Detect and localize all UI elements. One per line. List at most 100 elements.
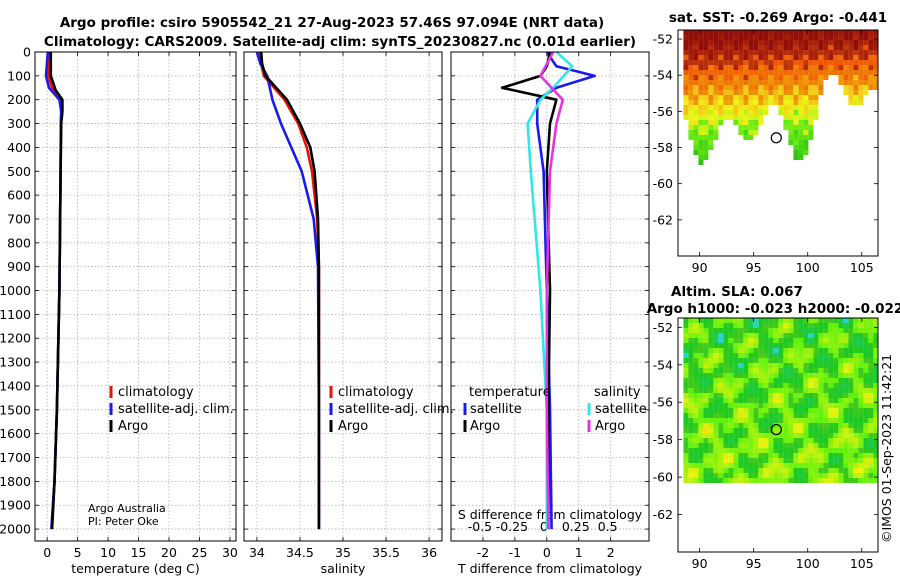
- map-cell: [848, 75, 854, 80]
- x-tick-label: 95: [746, 260, 762, 275]
- map-cell: [823, 323, 829, 328]
- map-cell: [828, 448, 834, 453]
- map-cell: [753, 100, 759, 105]
- map-cell: [853, 443, 859, 448]
- map-cell: [773, 353, 779, 358]
- map-cell: [753, 115, 759, 120]
- map-cell: [763, 85, 769, 90]
- map-cell: [838, 453, 844, 458]
- map-cell: [838, 50, 844, 55]
- map-cell: [798, 438, 804, 443]
- map-cell: [853, 55, 859, 60]
- map-cell: [708, 333, 714, 338]
- map-cell: [763, 448, 769, 453]
- map-cell: [763, 105, 769, 110]
- map-cell: [838, 65, 844, 70]
- map-cell: [783, 318, 789, 323]
- map-cell: [808, 428, 814, 433]
- map-cell: [738, 423, 744, 428]
- map-cell: [698, 95, 704, 100]
- map-cell: [683, 60, 689, 65]
- map-cell: [793, 358, 799, 363]
- map-cell: [703, 145, 709, 150]
- map-cell: [803, 473, 809, 478]
- map-cell: [728, 438, 734, 443]
- y-tick-label: -58: [653, 432, 673, 447]
- map-cell: [858, 50, 864, 55]
- map-cell: [683, 423, 689, 428]
- map-cell: [833, 338, 839, 343]
- map-cell: [823, 50, 829, 55]
- map-cell: [808, 438, 814, 443]
- map-cell: [718, 50, 724, 55]
- map-cell: [733, 433, 739, 438]
- map-cell: [738, 125, 744, 130]
- map-cell: [808, 40, 814, 45]
- map-cell: [738, 463, 744, 468]
- map-cell: [733, 75, 739, 80]
- map-cell: [873, 413, 879, 418]
- map-cell: [813, 408, 819, 413]
- map-cell: [838, 403, 844, 408]
- map-cell: [743, 45, 749, 50]
- map-cell: [783, 373, 789, 378]
- map-cell: [693, 473, 699, 478]
- map-cell: [723, 448, 729, 453]
- map-cell: [788, 120, 794, 125]
- map-cell: [833, 418, 839, 423]
- map-cell: [813, 45, 819, 50]
- map-cell: [808, 115, 814, 120]
- map-cell: [753, 95, 759, 100]
- map-cell: [723, 45, 729, 50]
- map-cell: [873, 418, 879, 423]
- map-cell: [838, 35, 844, 40]
- map-cell: [823, 338, 829, 343]
- map-cell: [688, 328, 694, 333]
- map-cell: [783, 348, 789, 353]
- map-cell: [748, 343, 754, 348]
- map-cell: [788, 353, 794, 358]
- map-cell: [683, 403, 689, 408]
- map-cell: [713, 333, 719, 338]
- x-tick-label: 105: [850, 556, 874, 571]
- map-cell: [813, 388, 819, 393]
- map-cell: [803, 388, 809, 393]
- map-cell: [818, 448, 824, 453]
- map-cell: [863, 443, 869, 448]
- map-cell: [753, 408, 759, 413]
- map-cell: [783, 100, 789, 105]
- map-cell: [698, 50, 704, 55]
- map-cell: [848, 413, 854, 418]
- map-cell: [858, 35, 864, 40]
- map-cell: [818, 45, 824, 50]
- map-cell: [798, 418, 804, 423]
- map-cell: [803, 348, 809, 353]
- map-cell: [728, 353, 734, 358]
- map-cell: [793, 110, 799, 115]
- map-cell: [703, 453, 709, 458]
- map-cell: [758, 328, 764, 333]
- map-cell: [818, 333, 824, 338]
- map-cell: [698, 353, 704, 358]
- map-cell: [788, 443, 794, 448]
- map-cell: [688, 50, 694, 55]
- map-cell: [758, 70, 764, 75]
- map-cell: [768, 438, 774, 443]
- map-cell: [718, 105, 724, 110]
- map-cell: [693, 438, 699, 443]
- map-cell: [733, 368, 739, 373]
- map-cell: [753, 378, 759, 383]
- map-cell: [723, 373, 729, 378]
- map-cell: [863, 323, 869, 328]
- map-cell: [778, 85, 784, 90]
- map-cell: [693, 80, 699, 85]
- map-cell: [758, 90, 764, 95]
- map-cell: [698, 443, 704, 448]
- map-cell: [753, 65, 759, 70]
- map-cell: [818, 418, 824, 423]
- map-cell: [733, 403, 739, 408]
- map-cell: [843, 70, 849, 75]
- credit-line1: Argo Australia: [88, 502, 166, 515]
- map-cell: [768, 333, 774, 338]
